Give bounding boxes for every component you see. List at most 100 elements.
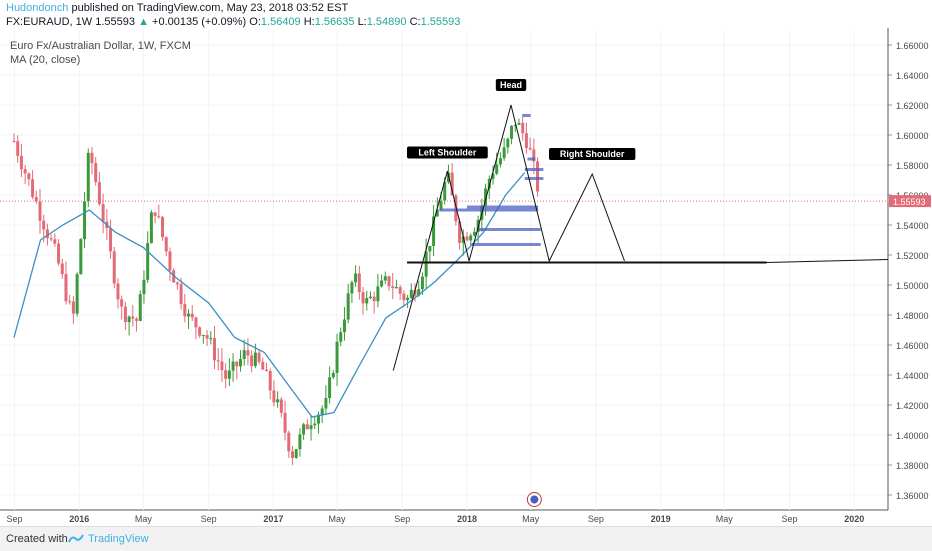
x-tick-label: 2020 <box>844 514 864 524</box>
candle-body <box>283 412 287 433</box>
y-tick-label: 1.66000 <box>896 41 929 51</box>
last-price: 1.55593 <box>95 16 136 28</box>
candle-body <box>532 149 536 162</box>
candle-body <box>428 245 432 252</box>
high-value: 1.56635 <box>314 16 355 28</box>
candle-body <box>112 251 116 284</box>
candle-body <box>357 273 361 293</box>
y-tick-label: 1.54000 <box>896 221 929 231</box>
candle-body <box>45 229 49 239</box>
candle-body <box>49 238 53 240</box>
head-label: Head <box>500 80 522 90</box>
candle-body <box>42 220 46 230</box>
candle-body <box>398 287 402 294</box>
candle-body <box>164 237 168 252</box>
right-shoulder-label-bg <box>548 148 636 160</box>
candle-body <box>157 216 161 218</box>
x-tick-label: Sep <box>588 514 604 524</box>
left-shoulder-label: Left Shoulder <box>418 148 476 158</box>
y-tick-label: 1.40000 <box>896 431 929 441</box>
candle-body <box>97 182 101 205</box>
publish-info: published on TradingView.com, May 23, 20… <box>71 2 349 14</box>
last-price-marker <box>889 195 931 208</box>
candle-body <box>224 370 228 379</box>
candle-body <box>239 359 242 367</box>
candle-body <box>57 243 61 264</box>
candle-body <box>79 239 83 275</box>
candle-body <box>138 294 142 321</box>
candle-body <box>294 449 298 458</box>
candle-body <box>53 239 57 244</box>
low-label: L: <box>357 16 367 28</box>
candle-body <box>435 209 439 217</box>
level-box <box>524 168 544 171</box>
candle-body <box>220 361 224 371</box>
x-tick-label: May <box>716 514 734 524</box>
y-tick-label: 1.60000 <box>896 131 929 141</box>
candle-body <box>502 147 506 159</box>
candle-body <box>253 352 257 367</box>
footer: Created with TradingView <box>0 526 932 551</box>
candle-body <box>38 201 42 221</box>
tradingview-link[interactable]: TradingView <box>88 533 149 545</box>
candle-body <box>231 361 235 371</box>
y-tick-label: 1.50000 <box>896 281 929 291</box>
candle-body <box>153 212 157 217</box>
y-tick-label: 1.58000 <box>896 161 929 171</box>
candle-body <box>316 414 320 424</box>
candle-body <box>287 432 291 452</box>
candle-body <box>350 282 354 294</box>
candle-body <box>172 270 176 283</box>
chart-title: Euro Fx/Australian Dollar, 1W, FXCM <box>10 40 191 52</box>
candle-body <box>179 284 183 305</box>
candle-body <box>328 377 332 399</box>
high-label: H: <box>303 16 315 28</box>
x-tick-label: 2019 <box>651 514 671 524</box>
candle-body <box>383 276 387 281</box>
open-value: 1.56409 <box>260 16 301 28</box>
x-tick-label: May <box>135 514 153 524</box>
candle-body <box>376 286 380 302</box>
x-tick-label: Sep <box>7 514 23 524</box>
candle-body <box>354 273 358 283</box>
author-link[interactable]: Hudondonch <box>6 2 69 14</box>
neckline-extension <box>766 259 889 263</box>
candle-body <box>205 335 209 339</box>
candle-body <box>331 372 335 378</box>
y-tick-label: 1.48000 <box>896 311 929 321</box>
candle-body <box>127 316 131 323</box>
y-tick-label: 1.38000 <box>896 461 929 471</box>
x-tick-label: May <box>329 514 347 524</box>
candle-body <box>60 263 64 275</box>
candle-body <box>201 335 205 337</box>
candle-body <box>131 316 135 319</box>
candle-body <box>368 296 372 299</box>
candle-body <box>524 133 528 148</box>
candle-body <box>458 221 462 243</box>
candle-body <box>16 141 20 156</box>
quote-line: FX:EURAUD, 1W 1.55593 ▲ +0.00135 (+0.09%… <box>6 16 460 28</box>
candle-body <box>198 327 202 336</box>
candle-body <box>175 282 179 285</box>
level-box <box>524 177 544 180</box>
candle-body <box>101 204 105 222</box>
candle-body <box>183 304 187 317</box>
y-tick-label: 1.62000 <box>896 101 929 111</box>
candle-body <box>365 298 369 304</box>
level-box <box>471 243 541 246</box>
candle-body <box>491 173 495 179</box>
candle-body <box>472 231 476 236</box>
y-tick-label: 1.44000 <box>896 371 929 381</box>
x-tick-label: Sep <box>394 514 410 524</box>
price-chart[interactable]: 1.660001.640001.620001.600001.580001.560… <box>0 28 932 526</box>
candle-body <box>402 293 406 301</box>
candle-body <box>484 188 488 206</box>
level-box <box>477 228 541 231</box>
candle-body <box>302 424 306 435</box>
candle-body <box>361 292 365 304</box>
candle-body <box>257 352 261 362</box>
level-box <box>439 208 539 212</box>
candle-body <box>268 370 272 391</box>
candle-body <box>27 173 31 180</box>
created-with-text: Created with <box>6 533 68 545</box>
